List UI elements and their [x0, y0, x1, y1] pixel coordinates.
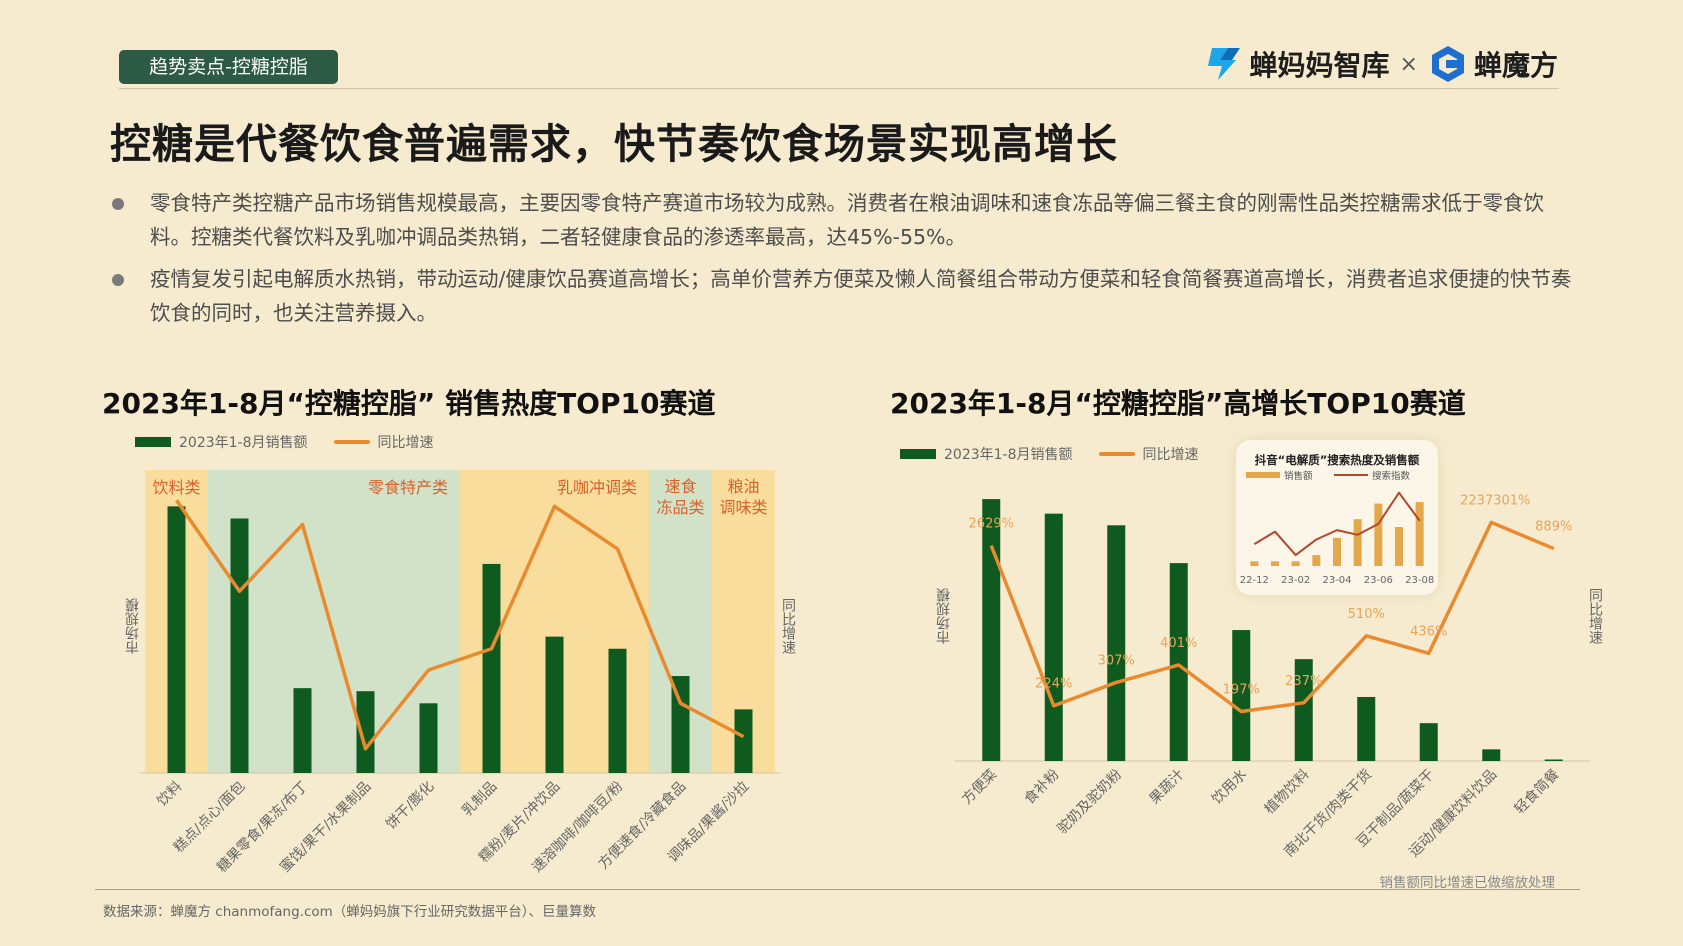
legend-line-label: 同比增速 [1142, 447, 1199, 463]
bar [545, 636, 564, 773]
inset-x-tick-label: 23-08 [1405, 575, 1434, 586]
bullet-list: 零食特产类控糖产品市场销售规模最高，主要因零食特产赛道市场较为成熟。消费者在粮油… [110, 186, 1575, 338]
inset-title: 抖音“电解质”搜索热度及销售额 [1255, 453, 1420, 467]
logo-left-text: 蝉妈妈智库 [1249, 49, 1390, 82]
logo-right-text: 蝉魔方 [1473, 49, 1558, 82]
legend-bar-label: 2023年1-8月销售额 [179, 435, 308, 451]
bullet-text: 零食特产类控糖产品市场销售规模最高，主要因零食特产赛道市场较为成熟。消费者在粮油… [150, 191, 1544, 249]
chart2-y2-axis-label: 同比增速 [1587, 588, 1603, 644]
legend-bar-label: 2023年1-8月销售额 [944, 447, 1073, 463]
bullet-dot-icon [112, 198, 124, 210]
band-label: 零食特产类 [368, 478, 448, 497]
category-band [208, 470, 460, 773]
inset-bar [1250, 561, 1259, 566]
inset-bar [1395, 527, 1403, 566]
bar [1482, 749, 1501, 761]
bullet-dot-icon [112, 274, 124, 286]
bar [1357, 696, 1376, 761]
inset-bar [1312, 555, 1321, 566]
bar [167, 506, 186, 773]
legend-bar-swatch [900, 449, 936, 459]
bar [1044, 513, 1063, 761]
section-tag: 趋势卖点-控糖控脂 [119, 50, 338, 84]
legend-bar-swatch [135, 437, 171, 447]
header-divider [119, 88, 1559, 89]
inset-bar [1374, 503, 1383, 566]
inset-x-tick-label: 23-04 [1322, 575, 1351, 586]
band-label: 饮料类 [152, 478, 200, 497]
legend-line-swatch [333, 440, 370, 444]
band-label: 速食 [664, 477, 696, 496]
band-label: 粮油 [727, 477, 759, 496]
bar [356, 691, 375, 773]
legend-line-swatch [1098, 452, 1135, 456]
growth-line [175, 499, 745, 751]
band-label: 乳咖冲调类 [557, 478, 637, 497]
bar [608, 648, 627, 773]
bar [1294, 659, 1313, 761]
data-label: 436% [1410, 624, 1447, 639]
bar [419, 703, 438, 773]
data-label: 224% [1035, 677, 1072, 692]
inset-x-tick-label: 22-12 [1240, 575, 1269, 586]
data-label: 401% [1160, 636, 1197, 651]
bar [482, 563, 501, 773]
data-label: 2629% [969, 517, 1014, 532]
bar [293, 688, 312, 773]
bar [1419, 723, 1438, 761]
inset-bar [1415, 502, 1424, 566]
data-label: 510% [1348, 607, 1385, 622]
bar [1169, 563, 1188, 761]
data-label: 889% [1535, 520, 1572, 535]
inset-card [1236, 440, 1438, 595]
inset-line [1253, 491, 1421, 557]
chart2-title: 2023年1-8月“控糖控脂”高增长TOP10赛道 [890, 387, 1466, 420]
chanmofang-logo-icon [1431, 46, 1464, 82]
bullet-item: 疫情复发引起电解质水热销，带动运动/健康饮品赛道高增长；高单价营养方便菜及懒人简… [110, 262, 1575, 330]
data-label: 237% [1285, 674, 1322, 689]
inset-bar [1333, 537, 1341, 566]
chart1-legend: 2023年1-8月销售额 同比增速 [135, 432, 434, 452]
inset-bar [1353, 519, 1362, 566]
bar [982, 499, 1001, 761]
inset-bar [1291, 561, 1300, 566]
inset-legend-label: 搜索指数 [1372, 470, 1411, 482]
chart1-title: 2023年1-8月“控糖控脂” 销售热度TOP10赛道 [102, 387, 716, 420]
data-source: 数据来源：蝉魔方 chanmofang.com（蝉妈妈旗下行业研究数据平台）、巨… [103, 904, 597, 920]
bullet-item: 零食特产类控糖产品市场销售规模最高，主要因零食特产赛道市场较为成熟。消费者在粮油… [110, 186, 1575, 254]
band-label: 调味类 [719, 498, 767, 517]
inset-bar [1271, 561, 1279, 566]
logo-separator: × [1399, 51, 1418, 77]
growth-line [989, 520, 1555, 714]
inset-x-tick-label: 23-06 [1364, 575, 1393, 586]
inset-legend-bar-swatch [1246, 472, 1280, 478]
chart-note: 销售额同比增速已做缩放处理 [1379, 875, 1556, 891]
chanmama-logo-icon [1207, 48, 1240, 80]
brand-logos: 蝉妈妈智库 × 蝉魔方 [1206, 42, 1558, 86]
bar [1107, 525, 1126, 761]
bullet-text: 疫情复发引起电解质水热销，带动运动/健康饮品赛道高增长；高单价营养方便菜及懒人简… [150, 267, 1572, 325]
page-title: 控糖是代餐饮食普遍需求，快节奏饮食场景实现高增长 [110, 120, 1118, 168]
inset-x-tick-label: 23-02 [1281, 575, 1310, 586]
bar [734, 709, 753, 773]
chart1-y2-axis-label: 同比增速 [780, 598, 796, 654]
data-label: 2237301% [1460, 493, 1530, 508]
data-label: 307% [1098, 653, 1135, 668]
bar [1544, 759, 1563, 761]
bar [1232, 630, 1251, 761]
data-label: 197% [1223, 683, 1260, 698]
bar [671, 676, 690, 773]
legend-line-label: 同比增速 [377, 435, 434, 451]
band-label: 冻品类 [656, 498, 704, 517]
chart2-legend: 2023年1-8月销售额 同比增速 [900, 444, 1199, 464]
inset-legend-label: 销售额 [1284, 470, 1313, 482]
footer-divider [95, 889, 1580, 890]
